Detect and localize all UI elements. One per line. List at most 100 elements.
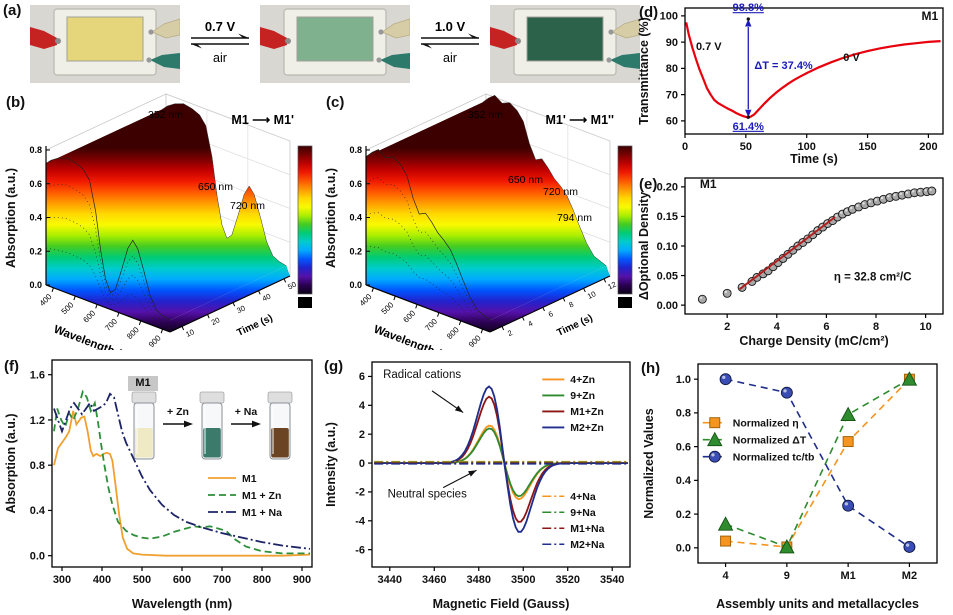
z-tick-label: 0.0 bbox=[349, 280, 362, 290]
panel-h-normalized-chart: 4 9 M1 M2 0.0 0.2 0.4 0.6 0.8 1.0 Assembly units a… bbox=[640, 352, 951, 613]
annotation-text: η = 32.8 cm²/C bbox=[834, 271, 912, 283]
na-arrow: + Na bbox=[229, 376, 263, 462]
legend-label: M1 + Zn bbox=[242, 490, 281, 502]
teal-clip bbox=[380, 53, 410, 69]
wavelength-tick-label: 600 bbox=[81, 308, 97, 324]
na-arrow-icon bbox=[231, 420, 261, 428]
z-tick-label: 0.8 bbox=[29, 145, 42, 155]
legend-label: M1+Na bbox=[570, 523, 604, 535]
x-tick-label: 400 bbox=[93, 574, 111, 586]
device-photo bbox=[260, 5, 410, 83]
x-tick-label: 100 bbox=[798, 141, 816, 153]
z-tick-label: 0.8 bbox=[349, 145, 362, 155]
z-tick-label: 0.4 bbox=[349, 213, 362, 223]
annotation-text: M1 bbox=[700, 177, 717, 191]
panel-f-absorption-chart: M1 + Zn + Na 300 400 500 600 700 800 900 0.0 0.4… bbox=[2, 352, 320, 613]
y-tick-label: 0.8 bbox=[676, 408, 691, 420]
panel-label-d: (d) bbox=[639, 4, 659, 21]
y-tick-label: 0.4 bbox=[676, 475, 692, 487]
y-tick-label: 0.0 bbox=[30, 550, 45, 562]
peak-label: 720 nm bbox=[230, 200, 265, 212]
y-tick-label: 90 bbox=[666, 37, 678, 49]
teal-clip bbox=[610, 53, 640, 69]
y-tick-label: 4 bbox=[359, 400, 366, 412]
vial-cap bbox=[131, 391, 157, 404]
x-tick-label: 6 bbox=[823, 321, 829, 333]
vial-cap bbox=[199, 391, 225, 404]
electrochromic-area bbox=[296, 16, 374, 62]
y-tick-label: -6 bbox=[355, 544, 365, 556]
legend-label: Normalized η bbox=[733, 418, 799, 430]
legend-label: M1 + Na bbox=[242, 507, 282, 519]
z-tick-label: 0.6 bbox=[29, 179, 42, 189]
panel-c-3d-spectra: 0.0 0.2 0.4 0.6 0.8 Absorption (a.u.) 400 500 60… bbox=[322, 88, 640, 368]
legend-label: Normalized ΔT bbox=[733, 435, 807, 447]
annotation-text: ΔT = 37.4% bbox=[754, 60, 813, 72]
air-label: air bbox=[213, 51, 227, 65]
surface-right-cap bbox=[490, 265, 610, 332]
legend-label: 9+Zn bbox=[570, 390, 595, 402]
panel-label-b: (b) bbox=[6, 94, 26, 111]
wavelength-tick-label: 800 bbox=[125, 325, 141, 341]
y-tick-label: 0.00 bbox=[657, 300, 678, 312]
time-tick-label: 30 bbox=[235, 303, 246, 315]
panel-label-f: (f) bbox=[4, 358, 19, 375]
annotation-text: 0 V bbox=[843, 52, 860, 64]
series-M1 + Zn bbox=[53, 389, 310, 555]
wavelength-tick-label: 700 bbox=[423, 317, 439, 333]
time-axis-label: Time (s) bbox=[555, 313, 594, 339]
legend-label: M2+Zn bbox=[570, 422, 604, 434]
surface-title: M1' ⟶ M1'' bbox=[545, 113, 614, 127]
y-tick-label: 0.8 bbox=[30, 460, 45, 472]
red-clip bbox=[490, 27, 517, 49]
x-tick-label: 2 bbox=[724, 321, 730, 333]
time-tick-label: 6 bbox=[547, 309, 555, 319]
chart-b: 0.0 0.2 0.4 0.6 0.8 Absorption (a.u.) 400 500 60… bbox=[4, 93, 313, 368]
legend-label: M2+Na bbox=[570, 539, 604, 551]
legend-label: M1 bbox=[242, 473, 257, 485]
vial-m1: M1 bbox=[127, 376, 161, 462]
chart-c: 0.0 0.2 0.4 0.6 0.8 Absorption (a.u.) 400 500 60… bbox=[324, 93, 633, 368]
time-tick-label: 50 bbox=[286, 280, 297, 292]
y-tick-label: -4 bbox=[355, 516, 366, 528]
x-tick-label: 700 bbox=[213, 574, 231, 586]
peak-label: 650 nm bbox=[508, 174, 543, 186]
time-tick-label: 4 bbox=[527, 319, 535, 329]
x-axis-label: Assembly units and metallacycles bbox=[716, 597, 919, 611]
surface-front-face bbox=[366, 149, 490, 332]
y-tick-label: 0 bbox=[359, 458, 365, 470]
vial-m1-image bbox=[131, 391, 157, 460]
beige-clip bbox=[611, 18, 640, 39]
peak-label: 720 nm bbox=[543, 186, 578, 198]
peak-label: 352 nm bbox=[468, 109, 503, 121]
annotation-text: 61.4% bbox=[733, 121, 764, 133]
peak-label: 794 nm bbox=[557, 212, 592, 224]
x-tick-label: 4 bbox=[774, 321, 781, 333]
y-tick-label: 6 bbox=[359, 371, 365, 383]
annotation-text: Radical cations bbox=[383, 369, 461, 381]
z-axis-label: Absorption (a.u.) bbox=[4, 168, 18, 268]
time-tick-label: 12 bbox=[606, 280, 617, 292]
panel-label-h: (h) bbox=[641, 360, 661, 377]
annotation-text: 98.8% bbox=[733, 2, 764, 14]
y-tick-label: 0.6 bbox=[676, 441, 691, 453]
y-tick-label: 0.10 bbox=[657, 241, 678, 253]
z-tick-label: 0.2 bbox=[29, 246, 42, 256]
panel-d-transmittance-chart: 0 50 100 150 200 60 70 80 90 100 Time (s) Transmitt… bbox=[635, 2, 953, 168]
time-axis-label: Time (s) bbox=[235, 313, 274, 339]
chart-f: 300 400 500 600 700 800 900 0.0 0.4 0.8 1.2 1.6 Wave… bbox=[4, 359, 313, 611]
x-tick-label: 3540 bbox=[600, 574, 624, 586]
legend-label: 4+Zn bbox=[570, 374, 595, 386]
y-tick-label: 0.20 bbox=[657, 182, 678, 194]
x-tick-label: 150 bbox=[858, 141, 876, 153]
x-tick-label: 3440 bbox=[378, 574, 402, 586]
time-tick-label: 20 bbox=[210, 315, 221, 327]
y-tick-label: 0.4 bbox=[30, 505, 46, 517]
vial-photos-inset: M1 + Zn + Na bbox=[127, 376, 297, 462]
red-clip bbox=[260, 27, 287, 49]
series-Normalized ΔT bbox=[725, 378, 910, 549]
wavelength-tick-label: 800 bbox=[445, 325, 461, 341]
legend-label: 9+Na bbox=[570, 507, 596, 519]
y-tick-label: 0.05 bbox=[657, 270, 678, 282]
